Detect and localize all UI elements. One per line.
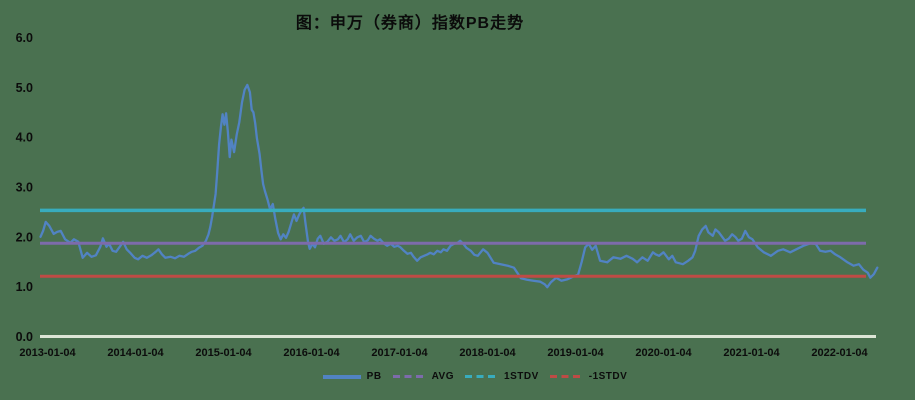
legend-item-1stdv: 1STDV xyxy=(465,371,539,382)
y-tick-label: 0.0 xyxy=(16,330,33,344)
x-tick-label: 2021-01-04 xyxy=(723,347,780,359)
y-tick-label: 4.0 xyxy=(16,131,33,145)
x-tick-label: 2020-01-04 xyxy=(635,347,692,359)
chart-legend: PB AVG 1STDV -1STDV xyxy=(35,371,915,382)
stdv-up-line-swatch xyxy=(465,374,499,379)
legend-label-1stdv: 1STDV xyxy=(504,371,539,382)
stdv-down-line-swatch xyxy=(549,374,583,379)
x-tick-label: 2016-01-04 xyxy=(283,347,340,359)
y-tick-label: 2.0 xyxy=(16,230,33,244)
legend-label-avg: AVG xyxy=(431,371,455,382)
y-tick-label: 3.0 xyxy=(16,181,33,195)
legend-item-neg1stdv: -1STDV xyxy=(549,371,628,382)
legend-label-neg1stdv: -1STDV xyxy=(588,371,628,382)
legend-item-pb: PB xyxy=(322,371,382,382)
x-tick-label: 2019-01-04 xyxy=(547,347,604,359)
plot-area: 0.0 1.0 2.0 3.0 4.0 5.0 6.0 2013-01-04 2014-01-0… xyxy=(16,31,879,359)
x-tick-label: 2018-01-04 xyxy=(459,347,516,359)
legend-label-pb: PB xyxy=(366,371,382,382)
chart-title: 图：申万（券商）指数PB走势 xyxy=(295,15,525,32)
pb-series-line xyxy=(39,83,879,289)
avg-line-swatch xyxy=(392,374,426,379)
x-tick-label: 2017-01-04 xyxy=(371,347,428,359)
y-tick-label: 6.0 xyxy=(16,31,33,45)
x-tick-label: 2014-01-04 xyxy=(107,347,164,359)
y-tick-label: 5.0 xyxy=(16,81,33,95)
x-tick-label: 2015-01-04 xyxy=(195,347,252,359)
pb-line-swatch xyxy=(322,374,361,379)
y-tick-label: 1.0 xyxy=(16,280,33,294)
legend-item-avg: AVG xyxy=(392,371,455,382)
x-tick-label: 2022-01-04 xyxy=(811,347,868,359)
x-tick-label: 2013-01-04 xyxy=(19,347,76,359)
